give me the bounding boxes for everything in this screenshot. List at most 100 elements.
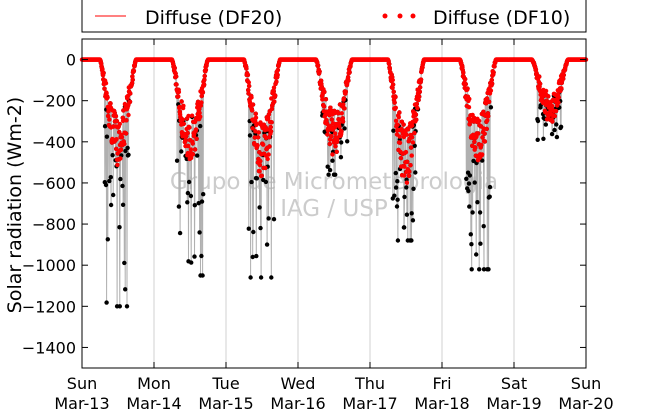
point-black-1332 <box>477 210 483 215</box>
point-black-1368 <box>488 105 494 110</box>
y-tick-label-2: −400 <box>32 133 76 152</box>
point-black-822 <box>325 164 330 169</box>
legend-box <box>81 0 587 33</box>
point-black-1293 <box>466 188 471 194</box>
point-red-1295 <box>466 105 472 110</box>
point-black-152 <box>125 145 130 151</box>
gridlines <box>153 39 515 368</box>
point-red-1582 <box>552 113 557 119</box>
point-red-1560 <box>546 94 551 99</box>
point-red-322 <box>176 94 181 99</box>
point-red-113 <box>113 114 119 119</box>
x-tick-day-1: Mon <box>137 374 171 393</box>
y-tick-label-4: −800 <box>32 215 76 234</box>
point-red-353 <box>185 130 190 136</box>
point-black-1319 <box>474 252 479 257</box>
point-black-328 <box>177 230 183 236</box>
point-red-627 <box>267 144 272 149</box>
point-red-873 <box>340 119 346 124</box>
point-red-852 <box>334 149 339 154</box>
point-black-145 <box>123 148 128 154</box>
point-black-376 <box>192 254 197 259</box>
point-black-1589 <box>554 134 560 140</box>
point-red-75 <box>102 86 107 91</box>
point-black-1109 <box>411 186 416 191</box>
point-red-115 <box>114 137 119 142</box>
point-red-572 <box>250 102 256 107</box>
point-black-80 <box>103 182 109 188</box>
point-red-141 <box>122 141 127 147</box>
point-black-1085 <box>404 185 409 190</box>
point-red-371 <box>190 152 196 157</box>
point-black-395 <box>198 123 203 129</box>
point-red-595 <box>257 162 263 168</box>
point-red-1371 <box>489 77 494 83</box>
point-red-790 <box>315 63 321 68</box>
point-red-1063 <box>397 134 402 139</box>
point-black-887 <box>345 139 350 144</box>
point-black-1304 <box>469 267 474 272</box>
point-red-654 <box>275 72 280 78</box>
point-red-1380 <box>492 64 497 69</box>
point-black-354 <box>185 190 191 196</box>
point-red-1296 <box>467 96 472 102</box>
point-red-1122 <box>415 105 420 111</box>
point-red-388 <box>195 99 201 105</box>
point-black-352 <box>185 200 190 205</box>
point-black-144 <box>123 287 128 292</box>
point-red-1359 <box>486 113 491 119</box>
x-tick-date-7: Mar-20 <box>558 394 613 409</box>
point-red-631 <box>268 124 273 130</box>
point-red-1340 <box>480 135 485 140</box>
point-red-1094 <box>406 173 412 178</box>
point-red-1574 <box>550 119 555 124</box>
point-black-838 <box>330 158 335 163</box>
point-red-1103 <box>409 153 414 158</box>
point-red-95 <box>108 101 113 106</box>
point-red-840 <box>330 121 336 126</box>
point-red-829 <box>327 141 332 147</box>
point-black-624 <box>266 216 271 221</box>
point-red-414 <box>203 67 209 73</box>
point-black-571 <box>250 254 255 260</box>
point-black-1295 <box>466 181 472 186</box>
point-black-1587 <box>554 122 559 127</box>
point-red-87 <box>105 113 111 119</box>
point-red-1347 <box>482 131 487 136</box>
point-red-410 <box>202 73 207 79</box>
point-red-364 <box>188 147 194 152</box>
point-black-77 <box>102 124 108 129</box>
point-red-795 <box>317 69 322 74</box>
point-black-1603 <box>558 124 564 129</box>
point-black-96 <box>108 175 114 180</box>
point-red-874 <box>341 102 346 107</box>
point-red-356 <box>186 113 191 119</box>
point-red-613 <box>263 165 268 171</box>
point-red-1339 <box>480 152 485 157</box>
point-red-633 <box>269 96 274 101</box>
point-black-1078 <box>402 225 407 230</box>
point-red-831 <box>328 105 333 110</box>
point-red-1095 <box>407 169 412 174</box>
point-red-555 <box>245 72 251 78</box>
x-tick-day-3: Wed <box>281 374 316 393</box>
point-black-1102 <box>409 238 414 243</box>
legend: Diffuse (DF20) Diffuse (DF10) <box>81 0 587 33</box>
point-red-339 <box>181 103 186 109</box>
point-black-1364 <box>487 194 492 199</box>
legend-dot-swatch-1 <box>382 13 388 19</box>
x-tick-day-7: Sun <box>571 374 601 393</box>
point-black-1552 <box>543 122 548 127</box>
point-black-1107 <box>410 218 416 223</box>
point-red-621 <box>265 156 270 162</box>
point-black-91 <box>107 178 112 184</box>
point-red-333 <box>179 99 184 104</box>
point-black-405 <box>201 192 206 197</box>
point-red-836 <box>329 117 335 122</box>
x-tick-date-2: Mar-15 <box>198 394 253 409</box>
point-red-395 <box>198 114 203 119</box>
point-red-872 <box>340 116 345 121</box>
point-red-1284 <box>463 81 468 87</box>
point-red-1040 <box>390 77 395 83</box>
point-red-578 <box>252 135 257 140</box>
